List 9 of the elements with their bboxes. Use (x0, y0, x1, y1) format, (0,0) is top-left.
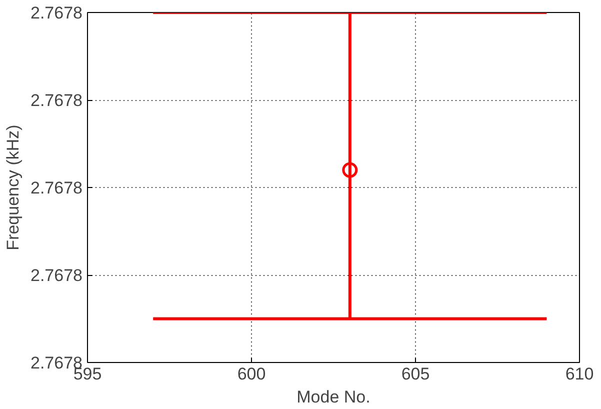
x-tick-label: 605 (401, 364, 430, 384)
y-tick-label: 2.7678 (30, 91, 83, 110)
x-tick-label: 600 (237, 364, 266, 384)
y-tick-label: 2.7678 (30, 178, 83, 198)
y-axis-title: Frequency (kHz) (4, 124, 23, 250)
x-axis-title: Mode No. (296, 388, 370, 406)
y-tick-label: 2.7678 (30, 4, 83, 22)
y-tick-label: 2.7678 (30, 266, 83, 285)
x-tick-label: 610 (565, 364, 594, 384)
